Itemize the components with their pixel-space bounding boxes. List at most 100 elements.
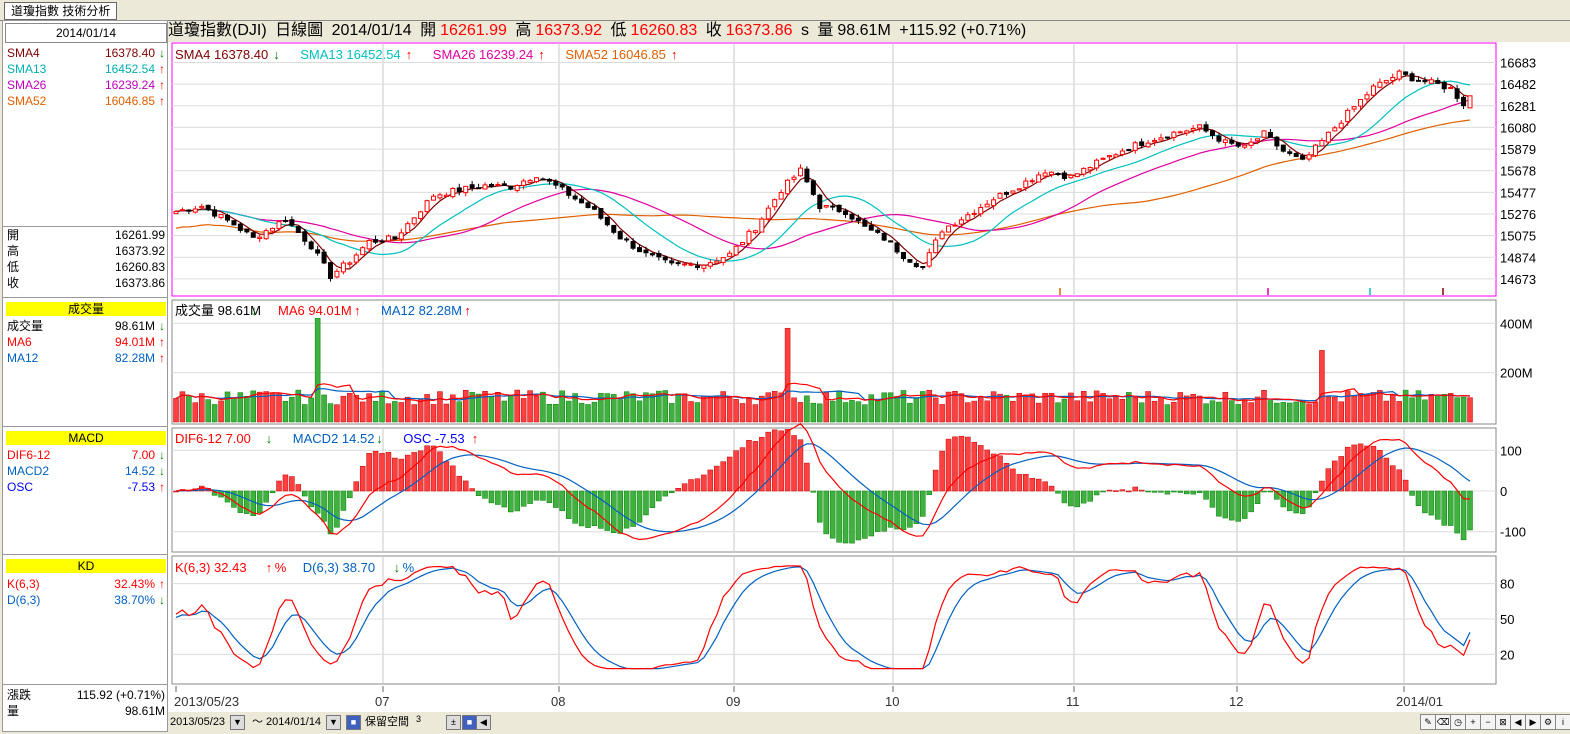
panel-divider xyxy=(3,226,167,227)
nav-left-icon[interactable]: ◀ xyxy=(1510,714,1526,730)
candle-up xyxy=(1377,81,1383,88)
price-tick-label: 16683 xyxy=(1500,56,1536,71)
osc-bar-positive xyxy=(392,457,398,492)
x-tick-label: 10 xyxy=(885,694,899,709)
zoom-in-icon[interactable]: + xyxy=(1465,714,1481,730)
osc-bar-positive xyxy=(1048,485,1055,492)
apply-reserve-icon[interactable]: ■ xyxy=(462,715,477,730)
osc-bar-negative xyxy=(1454,490,1460,534)
osc-bar-positive xyxy=(791,435,797,492)
osc-bar-negative xyxy=(913,490,920,524)
end-date-dropdown-icon[interactable]: ▼ xyxy=(326,715,341,730)
candle-up xyxy=(926,252,932,267)
lp-sma-row: ↓ SMA4 16378.40 xyxy=(7,45,165,61)
candle-up xyxy=(1087,167,1093,171)
volume-bar-up xyxy=(179,391,186,423)
osc-bar-negative xyxy=(327,490,334,535)
range-start-date[interactable]: 2013/05/23 xyxy=(170,716,226,728)
osc-bar-negative xyxy=(874,490,881,532)
osc-bar-positive xyxy=(282,474,289,492)
candle-up xyxy=(984,203,990,208)
volume-bar-up xyxy=(1241,399,1248,423)
volume-bar-up xyxy=(939,404,945,423)
clock-icon[interactable]: ◷ xyxy=(1450,714,1466,730)
candle-up xyxy=(797,167,803,177)
range-end-date[interactable]: 2014/01/14 xyxy=(266,716,322,728)
zoom-out-icon[interactable]: − xyxy=(1480,714,1496,730)
eraser-icon[interactable]: ⌫ xyxy=(1435,714,1451,730)
osc-bar-negative xyxy=(1235,490,1241,522)
price-panel-frame xyxy=(171,42,1497,297)
candle-down xyxy=(488,183,494,187)
volume-bar-up xyxy=(1074,400,1081,423)
settings-icon[interactable]: ⚙ xyxy=(1540,714,1556,730)
start-date-dropdown-icon[interactable]: ▼ xyxy=(230,715,245,730)
osc-bar-negative xyxy=(868,490,875,537)
candle-up xyxy=(997,192,1003,199)
osc-bar-positive xyxy=(353,481,360,492)
volume-bar-up xyxy=(714,396,720,423)
osc-bar-positive xyxy=(759,436,765,492)
osc-bar-negative xyxy=(836,490,842,543)
volume-bar-down xyxy=(392,401,398,423)
nav-right-icon[interactable]: ▶ xyxy=(1525,714,1541,730)
volume-bar-up xyxy=(398,402,405,423)
candle-down xyxy=(836,204,842,213)
volume-bar-up xyxy=(926,389,932,423)
volume-bar-up xyxy=(192,402,199,423)
close-value: 16373.86 xyxy=(725,22,793,39)
panel-divider xyxy=(3,426,167,427)
down-arrow-icon: ↓ xyxy=(273,47,280,62)
candle-down xyxy=(1461,96,1467,107)
candle-up xyxy=(740,242,746,246)
candle-down xyxy=(1435,80,1441,84)
volume-bar-up xyxy=(1010,400,1016,423)
scroll-left-icon[interactable]: ◀ xyxy=(476,715,491,730)
candle-up xyxy=(347,262,353,265)
candle-down xyxy=(540,178,546,181)
candle-up xyxy=(276,221,282,229)
candle-up xyxy=(1383,80,1389,84)
osc-bar-negative xyxy=(887,490,894,528)
osc-bar-negative xyxy=(308,490,314,508)
apply-range-icon[interactable]: ■ xyxy=(346,715,361,730)
osc-bar-positive xyxy=(424,445,430,492)
osc-bar-negative xyxy=(591,490,598,527)
osc-bar-positive xyxy=(688,479,694,492)
osc-bar-negative xyxy=(611,490,617,533)
chart-tab[interactable]: 道瓊指數 技術分析 xyxy=(4,2,118,20)
x-tick-label: 09 xyxy=(726,694,740,709)
candle-down xyxy=(308,241,314,250)
osc-bar-negative xyxy=(520,490,527,507)
volume-bar-down xyxy=(585,404,591,423)
indicator-value: 115.92 (+0.71%) xyxy=(76,688,165,702)
info-icon[interactable]: i xyxy=(1555,714,1570,730)
candle-down xyxy=(894,242,900,253)
candle-up xyxy=(1312,144,1318,157)
osc-bar-positive xyxy=(984,449,990,492)
candle-up xyxy=(463,185,469,194)
fit-icon[interactable]: ⊠ xyxy=(1495,714,1511,730)
osc-bar-negative xyxy=(514,490,520,512)
candle-up xyxy=(720,257,726,263)
candle-up xyxy=(1094,159,1100,169)
lp-macd-row: ↓ MACD2 14.52 xyxy=(7,463,165,479)
osc-bar-negative xyxy=(1183,490,1190,495)
candle-down xyxy=(585,202,591,208)
reserve-stepper-icon[interactable]: ± xyxy=(446,715,461,730)
volume-bar-up xyxy=(797,402,804,423)
candle-up xyxy=(939,231,945,240)
candle-up xyxy=(1068,174,1074,179)
candle-down xyxy=(212,209,218,217)
volume-bar-up xyxy=(1222,391,1229,423)
volume-bar-up xyxy=(276,393,282,423)
volume-bar-up xyxy=(1029,393,1035,423)
candle-down xyxy=(546,178,552,182)
osc-bar-positive xyxy=(385,452,392,492)
volume-bar-down xyxy=(1402,389,1409,423)
osc-bar-negative xyxy=(1222,490,1229,519)
open-value: 16261.99 xyxy=(440,22,507,39)
candle-down xyxy=(669,260,675,264)
edit-icon[interactable]: ✎ xyxy=(1420,714,1436,730)
legend-label: 成交量 98.61M xyxy=(175,303,261,318)
